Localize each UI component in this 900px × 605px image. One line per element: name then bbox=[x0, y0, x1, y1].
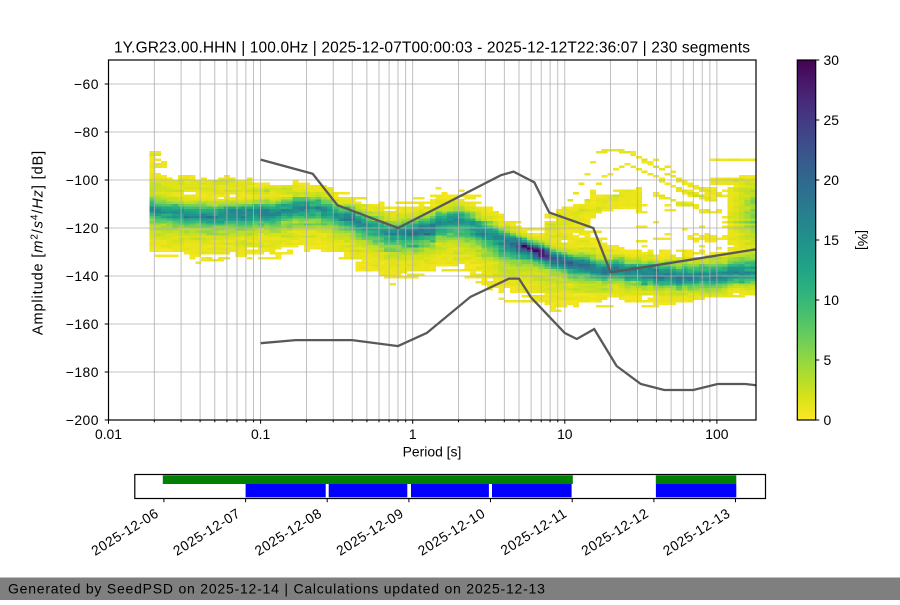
svg-text:−160: −160 bbox=[66, 316, 99, 332]
svg-text:1Y.GR23.00.HHN | 100.0Hz | 202: 1Y.GR23.00.HHN | 100.0Hz | 2025-12-07T00… bbox=[114, 40, 750, 57]
svg-text:10: 10 bbox=[824, 292, 840, 308]
svg-text:1: 1 bbox=[409, 426, 417, 442]
svg-text:0.1: 0.1 bbox=[251, 426, 271, 442]
svg-text:25: 25 bbox=[824, 112, 840, 128]
svg-text:−80: −80 bbox=[74, 124, 99, 140]
svg-text:−120: −120 bbox=[66, 220, 99, 236]
svg-text:−140: −140 bbox=[66, 268, 99, 284]
svg-text:5: 5 bbox=[824, 352, 832, 368]
svg-text:10: 10 bbox=[557, 426, 573, 442]
svg-text:30: 30 bbox=[824, 52, 840, 68]
svg-text:20: 20 bbox=[824, 172, 840, 188]
svg-text:−180: −180 bbox=[66, 364, 99, 380]
svg-text:Amplitude [m2/s4/Hz] [dB]: Amplitude [m2/s4/Hz] [dB] bbox=[30, 150, 47, 335]
svg-text:−60: −60 bbox=[74, 76, 99, 92]
svg-text:Generated by SeedPSD on 2025-1: Generated by SeedPSD on 2025-12-14 | Cal… bbox=[8, 580, 546, 596]
svg-text:100: 100 bbox=[705, 426, 728, 442]
svg-text:−200: −200 bbox=[66, 412, 99, 428]
svg-text:0: 0 bbox=[824, 412, 832, 428]
svg-text:Period [s]: Period [s] bbox=[403, 444, 462, 460]
svg-text:15: 15 bbox=[824, 232, 840, 248]
svg-text:[%]: [%] bbox=[855, 230, 871, 250]
svg-text:0.01: 0.01 bbox=[95, 426, 122, 442]
svg-text:−100: −100 bbox=[66, 172, 99, 188]
